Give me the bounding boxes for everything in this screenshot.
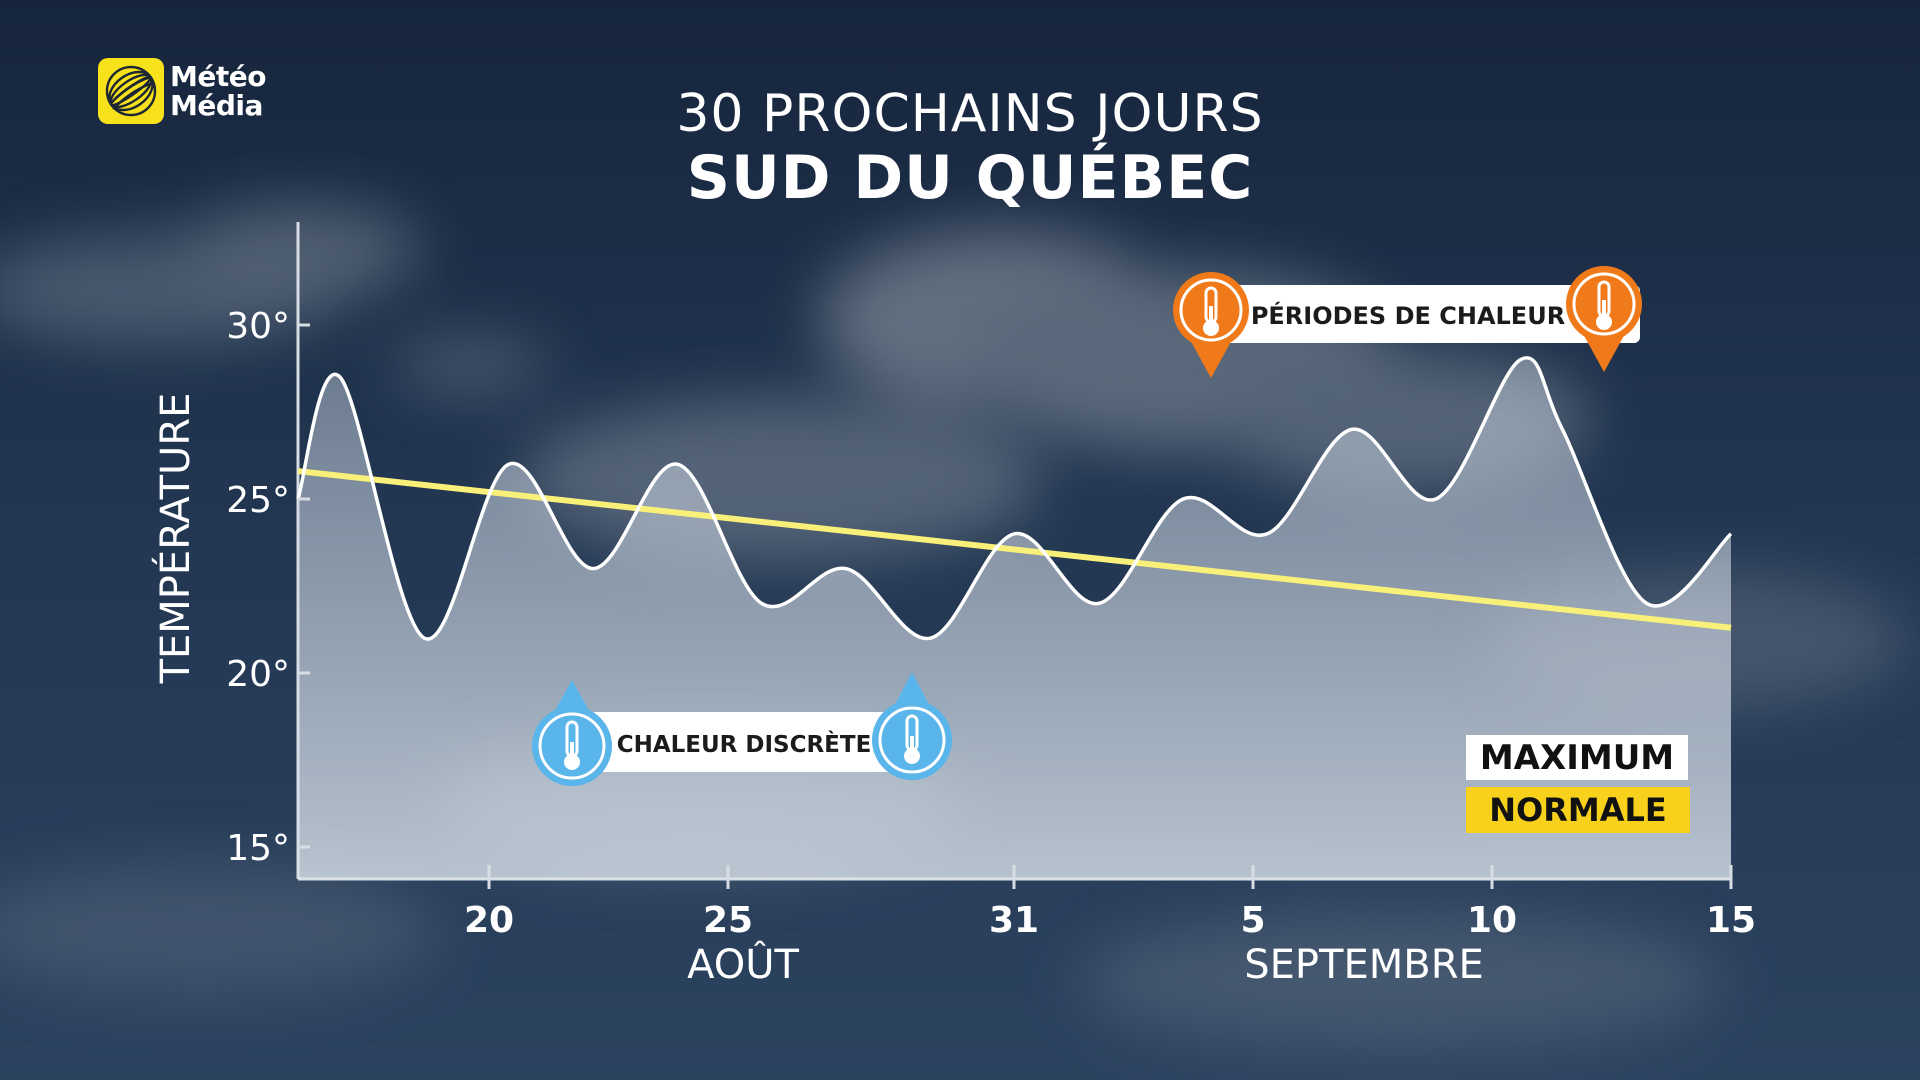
x-tick-label: 5 [1240,900,1265,941]
thermometer-icon [1566,266,1642,372]
callout-hot-box [1195,285,1640,343]
callout-mild-box [585,712,905,772]
page-title: 30 PROCHAINS JOURS [676,84,1264,144]
x-tick-label: 25 [703,900,753,941]
callout-mild-label: CHALEUR DISCRÈTE [617,730,872,758]
callout-hot-label: PÉRIODES DE CHALEUR [1251,301,1565,330]
y-tick-label: 20° [226,654,290,695]
x-tick-label: 20 [464,900,514,941]
y-tick-label: 15° [226,828,290,869]
thermometer-icon [872,672,952,780]
callout-periodes-de-chaleur: PÉRIODES DE CHALEUR [1173,266,1642,378]
month-label-aout: AOÛT [687,942,799,988]
meteomedia-logo: Météo Média [98,58,266,124]
page-subtitle: SUD DU QUÉBEC [686,143,1254,213]
globe-icon [98,58,164,124]
legend-maximum: MAXIMUM [1466,735,1688,780]
thermometer-icon [532,680,612,786]
y-tick-labels: 15° 20° 25° 30° [226,306,310,869]
x-tick-label: 31 [989,900,1039,941]
y-tick-label: 30° [226,306,290,347]
normale-line [297,468,1732,631]
y-tick-label: 25° [226,480,290,521]
callout-chaleur-discrete: CHALEUR DISCRÈTE [532,672,952,786]
brand-line1: Météo [170,60,266,93]
thermometer-icon [1173,272,1249,378]
legend-normale: NORMALE [1466,787,1690,833]
x-tick-labels: 20 25 31 5 10 15 [464,865,1756,941]
x-tick-label: 10 [1467,900,1517,941]
maximum-line [296,356,1733,641]
x-tick-label: 15 [1706,900,1756,941]
brand-line2: Média [170,89,263,122]
month-label-septembre: SEPTEMBRE [1244,942,1484,988]
